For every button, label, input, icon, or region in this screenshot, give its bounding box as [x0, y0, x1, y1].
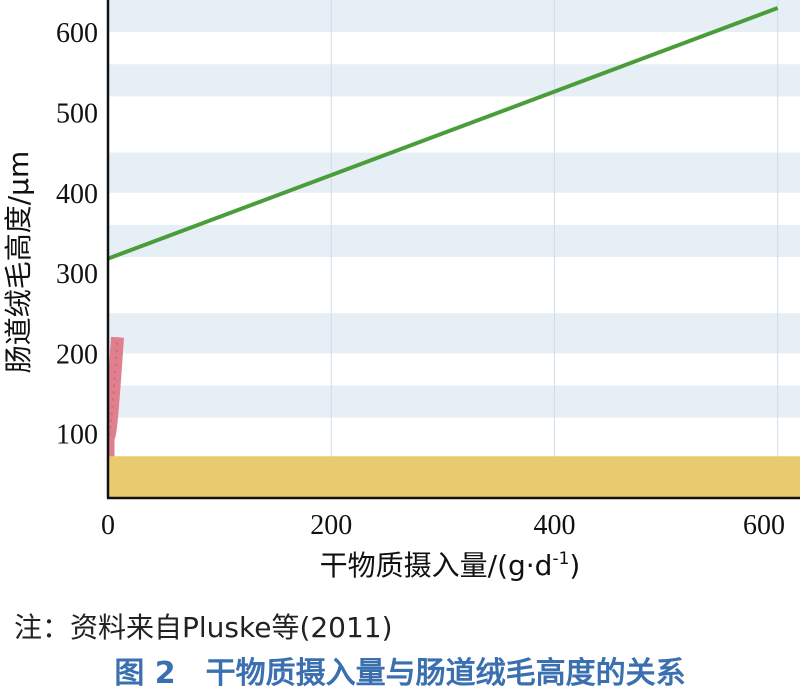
x-axis-title-main: 干物质摄入量/(g·d: [320, 549, 553, 582]
background-band: [108, 313, 800, 354]
background-band: [108, 385, 800, 418]
y-axis-title: 肠道绒毛高度/μm: [2, 151, 35, 374]
y-tick-label: 200: [56, 339, 98, 370]
background-bands: [108, 0, 800, 498]
x-tick-labels: 0 200 400 600: [101, 510, 785, 541]
x-tick-label: 600: [743, 510, 785, 541]
background-band: [108, 152, 800, 193]
figure-caption: 图 2 干物质摄入量与肠道绒毛高度的关系: [114, 656, 686, 691]
tissue-base: [108, 456, 800, 498]
x-axis-title: 干物质摄入量/(g·d-1): [320, 549, 581, 582]
y-tick-label: 500: [56, 98, 98, 129]
trend-line: [108, 6, 779, 261]
background-band: [108, 64, 800, 97]
source-note: 注：资料来自Pluske等(2011): [14, 611, 393, 644]
y-tick-labels: 100 200 300 400 500 600: [56, 18, 98, 451]
trend-line-layer: [108, 6, 779, 261]
x-tick-label: 200: [310, 510, 352, 541]
background-band: [108, 0, 800, 33]
background-band: [108, 224, 800, 258]
x-tick-label: 400: [533, 510, 575, 541]
grid-lines: [330, 0, 779, 498]
x-axis-title-close: ): [569, 549, 580, 582]
x-tick-label: 0: [101, 510, 115, 541]
y-tick-label: 300: [56, 259, 98, 290]
x-axis-title-sup: -1: [552, 549, 569, 569]
y-tick-label: 400: [56, 179, 98, 210]
y-tick-label: 100: [56, 420, 98, 451]
axes: [106, 0, 800, 500]
y-tick-label: 600: [56, 18, 98, 49]
